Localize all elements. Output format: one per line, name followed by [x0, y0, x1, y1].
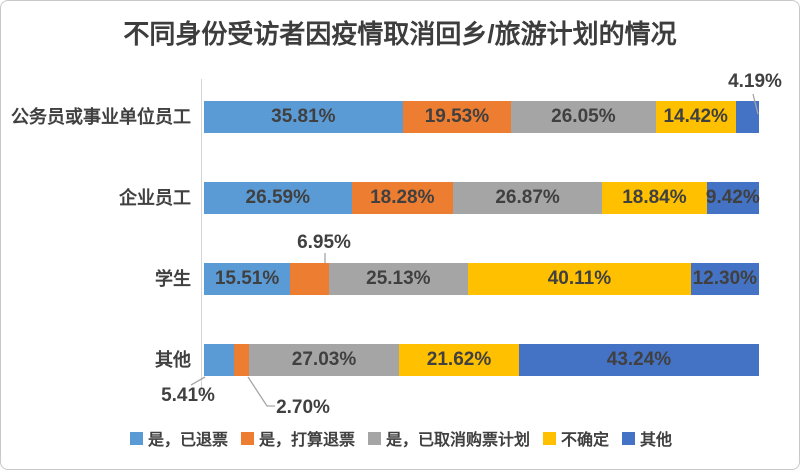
- category-label: 公务员或事业单位员工: [11, 107, 191, 127]
- bar-track: 35.81% 19.53% 26.05% 14.42%: [204, 101, 759, 133]
- callout-data-label: 4.19%: [728, 71, 782, 92]
- bar-row: 企业员工 26.59% 18.28% 26.87% 18.84% 9.42%: [1, 182, 799, 214]
- bar-segment: 27.03%: [249, 344, 400, 376]
- legend-swatch-icon: [129, 431, 143, 445]
- bar-segment: [290, 263, 329, 295]
- callout-data-label: 5.41%: [161, 385, 215, 406]
- plot-area: 公务员或事业单位员工 35.81% 19.53% 26.05% 14.42% 企业员工 26…: [1, 63, 799, 418]
- callout-data-label: 2.70%: [276, 397, 330, 418]
- bar-segment: 18.28%: [351, 182, 454, 214]
- bar-segment: 14.42%: [655, 101, 736, 133]
- bar-row: 公务员或事业单位员工 35.81% 19.53% 26.05% 14.42%: [1, 101, 799, 133]
- bar-segment: 18.84%: [602, 182, 707, 214]
- legend: 是，已退票 是，打算退票 是，已取消购票计划 不确定 其他: [1, 426, 799, 450]
- data-label: 19.53%: [424, 106, 490, 127]
- legend-swatch-icon: [543, 431, 556, 445]
- legend-item: 不确定: [543, 426, 609, 450]
- bar-segment: 19.53%: [402, 101, 512, 133]
- data-label: 12.30%: [692, 268, 758, 289]
- bar-segment: 12.30%: [690, 263, 759, 295]
- data-label: 25.13%: [366, 268, 431, 289]
- data-label: 18.84%: [622, 187, 687, 208]
- bar-segment: [735, 101, 759, 133]
- category-label: 企业员工: [119, 188, 191, 208]
- legend-label: 是，已取消购票计划: [385, 432, 530, 449]
- data-label: 35.81%: [271, 106, 336, 127]
- legend-item: 是，打算退票: [240, 426, 355, 450]
- leader-line: [190, 376, 206, 386]
- category-axis-line: [201, 79, 202, 393]
- data-label: 15.51%: [214, 268, 280, 289]
- legend-label: 是，打算退票: [258, 432, 355, 449]
- bar-segment: [204, 344, 235, 376]
- bar-segment: 26.87%: [453, 182, 603, 214]
- bar-segment: 35.81%: [204, 101, 403, 133]
- data-label: 18.28%: [370, 187, 435, 208]
- bar-track: 27.03% 21.62% 43.24%: [204, 344, 759, 376]
- legend-swatch-icon: [367, 431, 381, 445]
- legend-label: 不确定: [561, 432, 610, 449]
- legend-item: 是，已退票: [129, 426, 228, 450]
- legend-item: 其他: [622, 426, 672, 450]
- category-label: 其他: [155, 350, 191, 370]
- bar-segment: 26.59%: [204, 182, 352, 214]
- category-label: 学生: [155, 269, 191, 289]
- bar-segment: [234, 344, 249, 376]
- bar-track: 26.59% 18.28% 26.87% 18.84% 9.42%: [204, 182, 760, 214]
- data-label: 14.42%: [663, 106, 728, 127]
- legend-item: 是，已取消购票计划: [367, 426, 530, 450]
- bar-track: 15.51% 25.13% 40.11% 12.30%: [204, 263, 759, 295]
- data-label: 26.59%: [245, 187, 310, 208]
- data-label: 40.11%: [547, 268, 612, 289]
- legend-label: 是，已退票: [147, 432, 228, 449]
- data-label: 43.24%: [606, 349, 672, 370]
- data-label: 26.05%: [551, 106, 616, 127]
- legend-swatch-icon: [240, 431, 254, 445]
- bar-segment: 25.13%: [328, 263, 469, 295]
- bar-segment: 21.62%: [399, 344, 519, 376]
- bar-segment: 15.51%: [204, 263, 291, 295]
- bar-segment: 40.11%: [468, 263, 691, 295]
- legend-swatch-icon: [622, 431, 636, 445]
- bar-segment: 9.42%: [705, 182, 760, 214]
- callout-data-label: 6.95%: [297, 232, 351, 253]
- legend-label: 其他: [640, 432, 673, 449]
- data-label: 27.03%: [291, 349, 357, 370]
- data-label: 21.62%: [426, 349, 492, 370]
- data-label: 9.42%: [705, 187, 760, 208]
- bar-row: 其他 27.03% 21.62% 43.24%: [1, 344, 799, 376]
- bar-segment: 26.05%: [511, 101, 656, 133]
- bar-row: 学生 15.51% 25.13% 40.11% 12.30%: [1, 263, 799, 295]
- data-label: 26.87%: [495, 187, 560, 208]
- bar-segment: 43.24%: [519, 344, 759, 376]
- chart-title: 不同身份受访者因疫情取消回乡/旅游计划的情况: [123, 19, 677, 49]
